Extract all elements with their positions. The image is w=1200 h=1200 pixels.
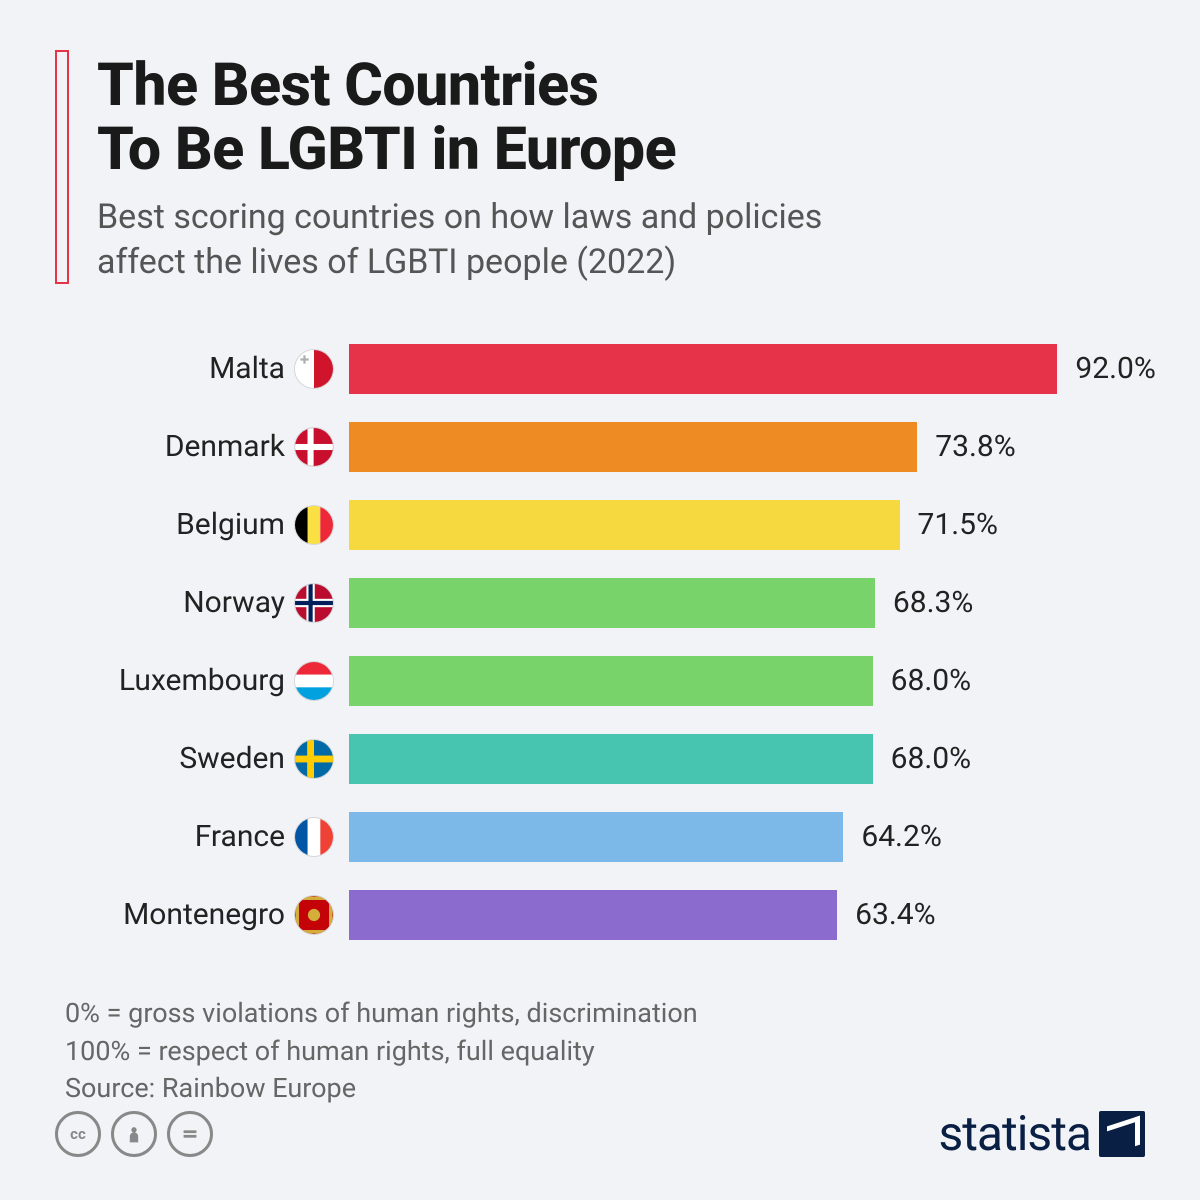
bar [349,734,873,784]
chart-row: Sweden 68.0% [65,729,1145,789]
sweden-flag-icon [295,740,333,778]
country-label: Montenegro [65,897,295,932]
brand-text: statista [938,1105,1091,1162]
country-label: Belgium [65,507,295,542]
norway-flag-icon [295,584,333,622]
value-label: 68.0% [891,663,971,698]
luxembourg-flag-icon [295,662,333,700]
svg-text:cc: cc [70,1125,86,1143]
bar-chart: Malta92.0% Denmark 73.8% Belgium 71.5% Norway… [65,339,1145,945]
legend-line-1: 0% = gross violations of human rights, d… [65,995,1145,1033]
chart-row: Denmark 73.8% [65,417,1145,477]
value-label: 68.3% [893,585,973,620]
value-label: 73.8% [935,429,1015,464]
chart-row: Luxembourg 68.0% [65,651,1145,711]
bar-track: 63.4% [349,890,1145,940]
malta-flag-icon [295,350,333,388]
title-line-1: The Best Countries [97,51,598,120]
country-label: Norway [65,585,295,620]
bar [349,656,873,706]
value-label: 68.0% [891,741,971,776]
chart-subtitle: Best scoring countries on how laws and p… [97,195,822,283]
chart-row: Norway 68.3% [65,573,1145,633]
license-icons: cc [55,1111,213,1157]
country-label: France [65,819,295,854]
bar [349,890,837,940]
legend: 0% = gross violations of human rights, d… [65,995,1145,1108]
subtitle-line-2: affect the lives of LGBTI people (2022) [97,242,676,282]
chart-row: France 64.2% [65,807,1145,867]
chart-row: Malta92.0% [65,339,1145,399]
value-label: 92.0% [1075,351,1155,386]
country-label: Luxembourg [65,663,295,698]
bar-track: 68.0% [349,656,1145,706]
country-label: Denmark [65,429,295,464]
footer: cc statista [55,1105,1145,1162]
bar-track: 64.2% [349,812,1145,862]
title-block: The Best Countries To Be LGBTI in Europe… [97,50,822,284]
bar [349,578,875,628]
legend-source: Source: Rainbow Europe [65,1070,1145,1108]
country-label: Sweden [65,741,295,776]
nd-icon [167,1111,213,1157]
bar-track: 68.3% [349,578,1145,628]
bar-track: 71.5% [349,500,1145,550]
bar [349,812,843,862]
header: The Best Countries To Be LGBTI in Europe… [55,50,1145,284]
cc-icon: cc [55,1111,101,1157]
bar [349,500,900,550]
belgium-flag-icon [295,506,333,544]
country-label: Malta [65,351,295,386]
bar [349,344,1057,394]
value-label: 63.4% [855,897,935,932]
bar-track: 68.0% [349,734,1145,784]
title-line-2: To Be LGBTI in Europe [97,115,676,184]
subtitle-line-1: Best scoring countries on how laws and p… [97,197,822,237]
statista-logo: statista [938,1105,1145,1162]
chart-row: Belgium 71.5% [65,495,1145,555]
montenegro-flag-icon [295,896,333,934]
brand-mark-icon [1099,1111,1145,1157]
chart-title: The Best Countries To Be LGBTI in Europe [97,54,822,181]
value-label: 64.2% [861,819,941,854]
legend-line-2: 100% = respect of human rights, full equ… [65,1033,1145,1071]
chart-row: Montenegro 63.4% [65,885,1145,945]
by-icon [111,1111,157,1157]
value-label: 71.5% [918,507,998,542]
accent-bar [55,50,69,284]
denmark-flag-icon [295,428,333,466]
bar [349,422,917,472]
bar-track: 92.0% [349,344,1156,394]
france-flag-icon [295,818,333,856]
bar-track: 73.8% [349,422,1145,472]
